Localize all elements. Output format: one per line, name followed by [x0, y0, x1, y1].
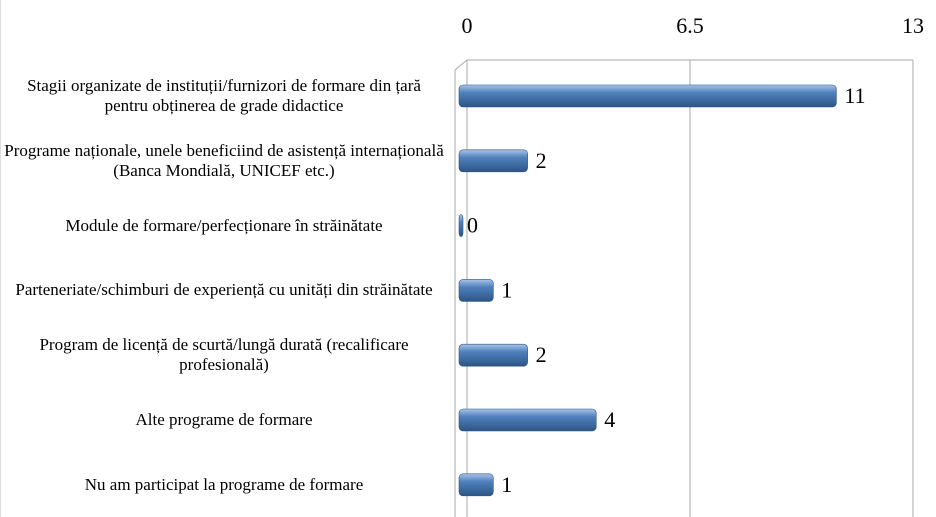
category-label: Program de licență de scurtă/lungă durat… [39, 335, 409, 375]
value-label: 0 [467, 213, 478, 238]
category-label: Nu am participat la programe de formare [84, 474, 364, 494]
value-label: 11 [844, 83, 865, 108]
x-tick-label: 6.5 [676, 13, 704, 38]
category-label: Stagii organizate de instituții/furnizor… [27, 76, 421, 115]
category-label: Alte programe de formare [135, 410, 313, 429]
value-label: 2 [536, 148, 547, 173]
category-label: Module de formare/perfecționare în străi… [65, 215, 383, 235]
bar [458, 279, 494, 302]
bar [458, 343, 528, 367]
x-tick-label: 0 [462, 13, 473, 38]
wall-edge [454, 59, 468, 71]
value-label: 2 [536, 342, 547, 367]
bar [458, 214, 464, 237]
category-label: Parteneriate/schimburi de experiență cu … [15, 280, 433, 300]
bar [458, 149, 528, 173]
bar [458, 408, 597, 432]
bar [458, 84, 837, 108]
value-label: 1 [501, 472, 512, 497]
value-label: 1 [501, 277, 512, 302]
value-label: 4 [604, 407, 615, 432]
x-tick-label: 13 [902, 13, 924, 38]
bar [458, 473, 494, 497]
category-label: Programe naționale, unele beneficiind de… [4, 140, 444, 180]
